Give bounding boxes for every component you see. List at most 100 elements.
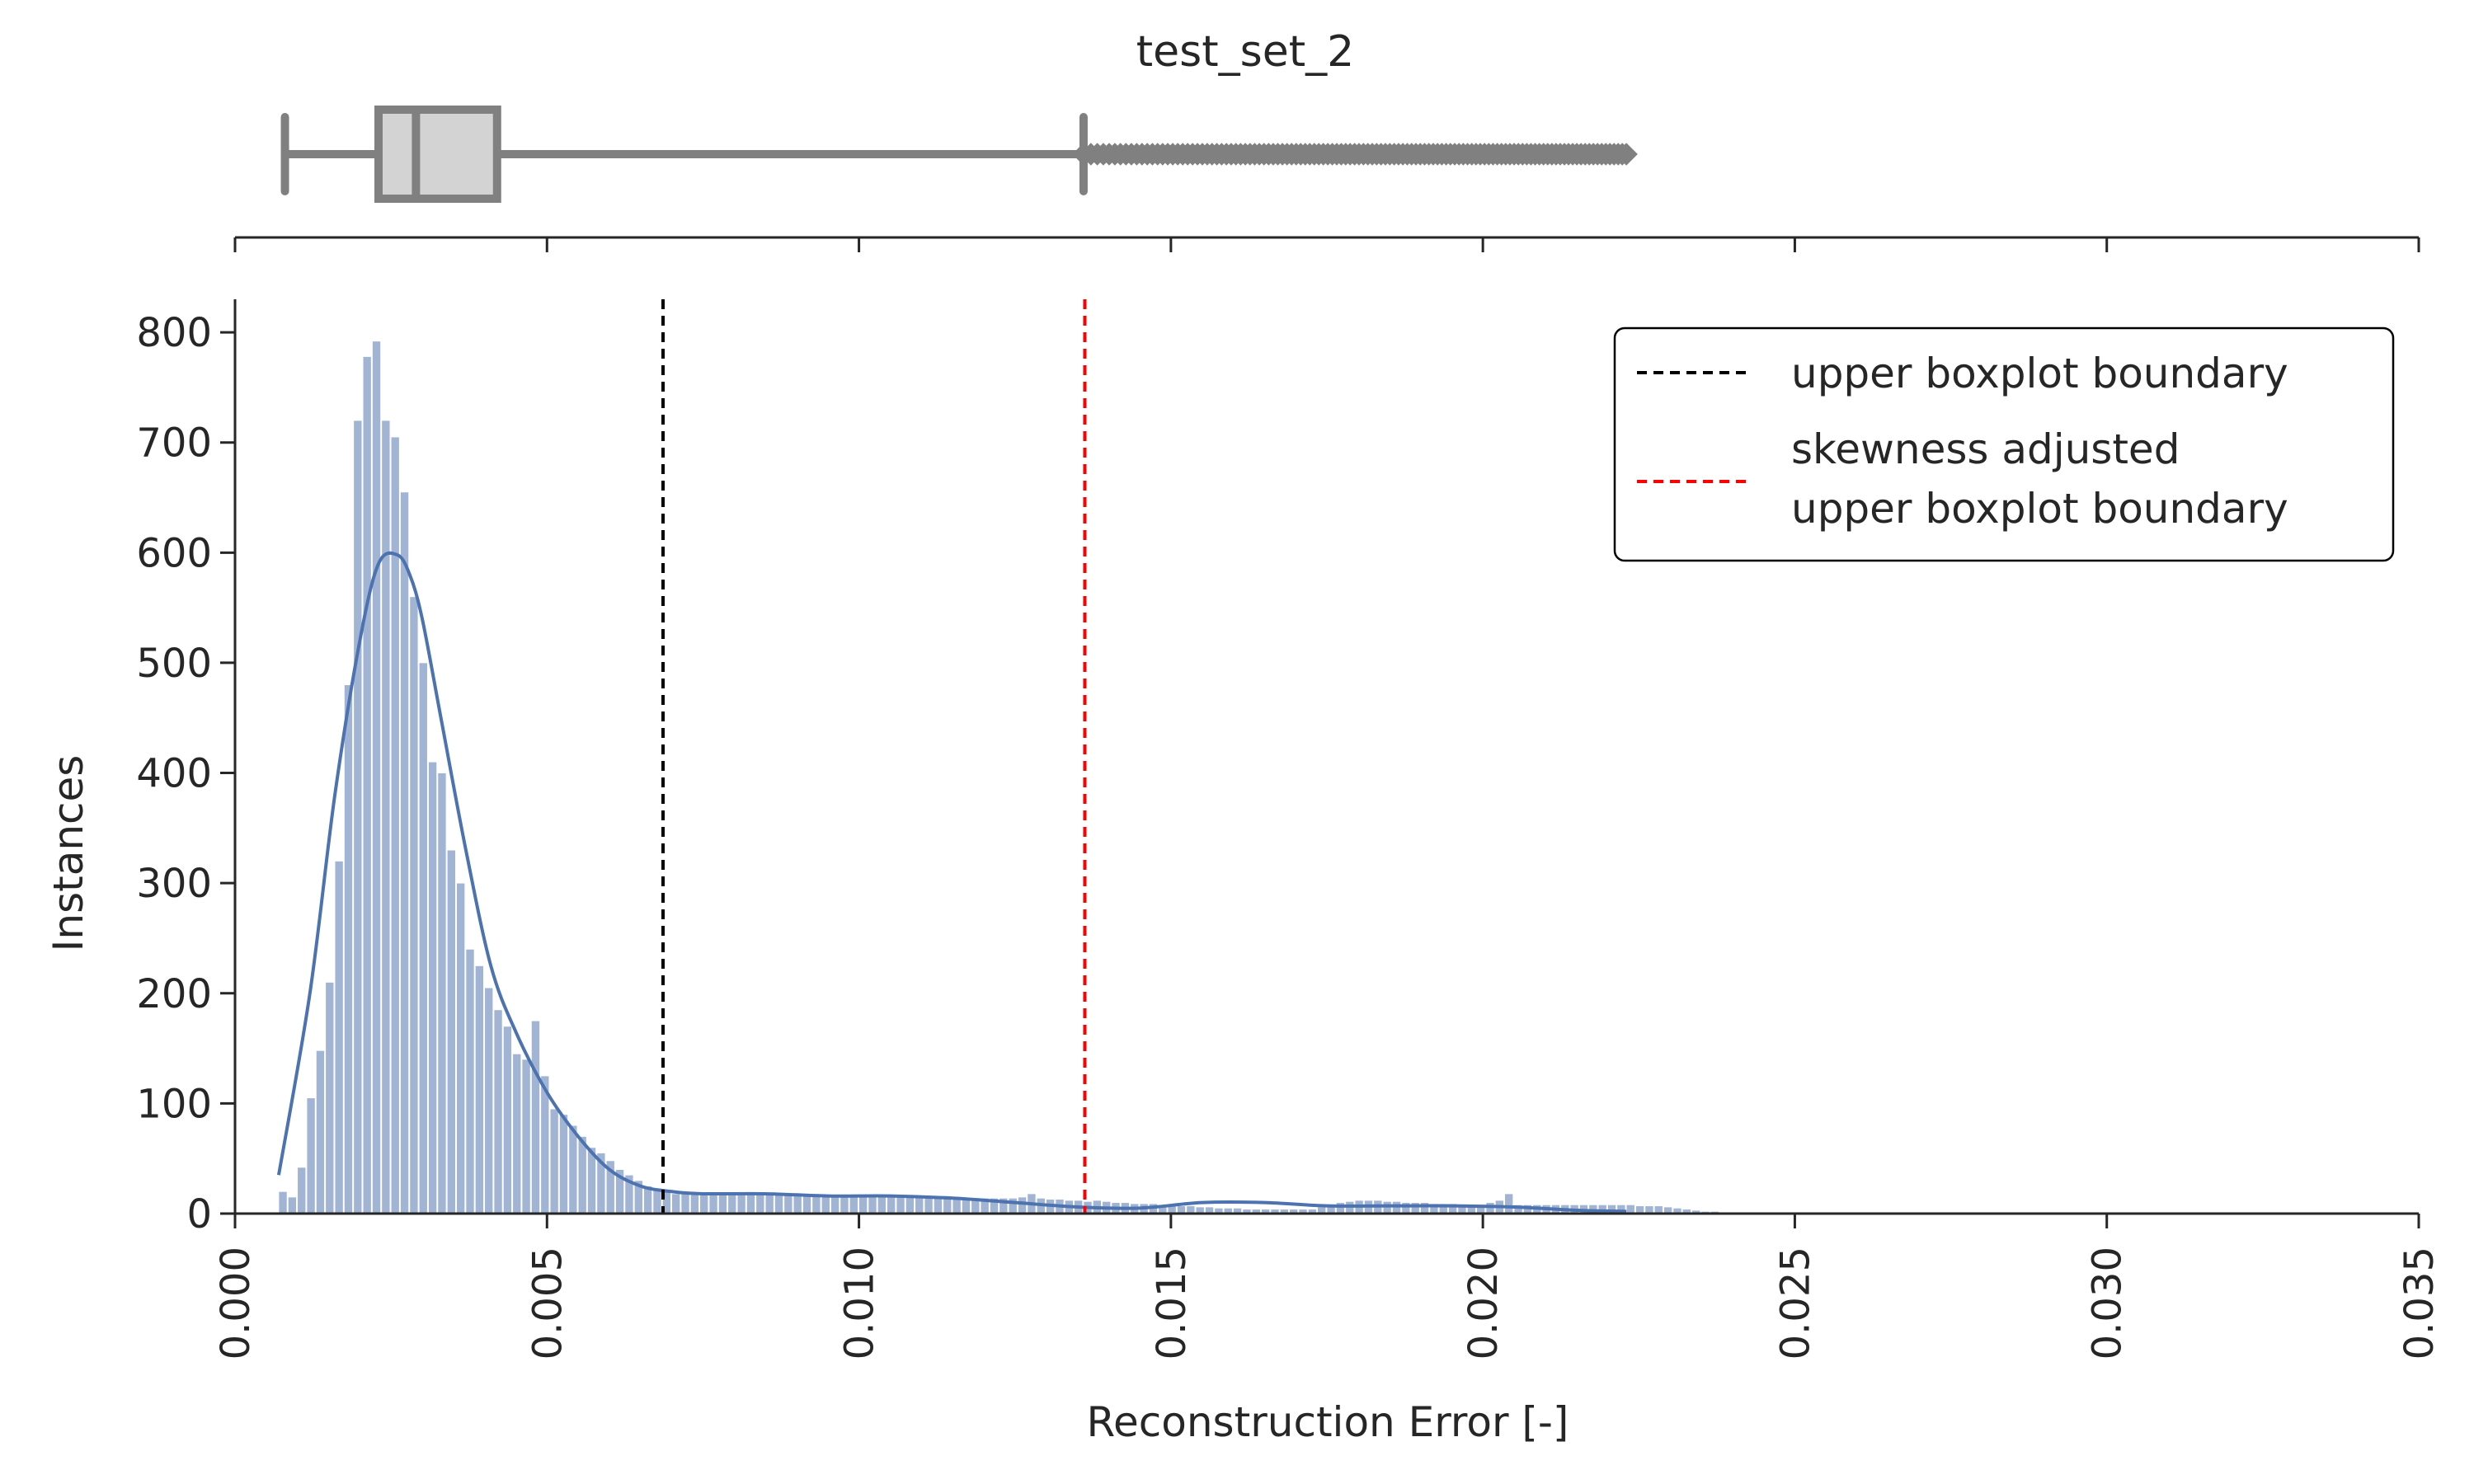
boxplot-x-axis [233, 236, 2420, 252]
histogram-bar [933, 1196, 943, 1214]
legend-label-skewness-line1: skewness adjusted [1791, 425, 2180, 473]
histogram-bar [727, 1193, 737, 1214]
boxplot [280, 106, 1638, 203]
histogram-bar [802, 1194, 812, 1214]
histogram-bar [456, 882, 466, 1214]
histogram-bar [811, 1194, 821, 1214]
histogram-bar [1625, 1204, 1635, 1214]
histogram-bar [905, 1196, 915, 1214]
y-tick-label: 0 [186, 1191, 212, 1237]
histogram-bar [1485, 1202, 1495, 1214]
histogram-bar [465, 948, 475, 1214]
histogram-bar [372, 340, 382, 1214]
histogram-bar [915, 1196, 924, 1214]
histogram-bar [868, 1195, 877, 1214]
histogram-bar [428, 761, 438, 1214]
histogram-bar [381, 420, 391, 1214]
histogram-bar [353, 420, 363, 1214]
histogram-bars [278, 340, 1738, 1214]
x-tick-label: 0.020 [1460, 1247, 1507, 1360]
histogram-bar [502, 1026, 512, 1214]
histogram-bar [689, 1193, 699, 1214]
histogram-bar [1008, 1197, 1018, 1214]
histogram-bar [858, 1195, 868, 1214]
histogram-bar [400, 491, 410, 1214]
boxplot-title: test_set_2 [1136, 27, 1354, 77]
histogram-bar [512, 1053, 522, 1214]
histogram-bar [343, 684, 353, 1214]
histogram-bar [530, 1020, 540, 1214]
x-tick-label: 0.000 [213, 1247, 259, 1360]
histogram-bar [783, 1193, 793, 1214]
histogram-panel: 0.000 0.005 0.010 0.015 0.020 0.025 0.030 0.035… [45, 299, 2443, 1446]
x-tick-label: 0.035 [2396, 1247, 2443, 1360]
boxplot-panel: test_set_2 [233, 27, 2420, 252]
histogram-bar [306, 1097, 316, 1214]
histogram-bar [418, 662, 428, 1214]
histogram-bar [493, 1009, 503, 1214]
y-tick-label: 600 [136, 530, 212, 576]
histogram-bar [559, 1114, 568, 1214]
histogram-bar [577, 1136, 587, 1214]
histogram-bar [652, 1189, 662, 1214]
x-axis: 0.000 0.005 0.010 0.015 0.020 0.025 0.030 0.035 [213, 1212, 2443, 1360]
histogram-bar [362, 356, 372, 1214]
histogram-bar [793, 1193, 802, 1214]
y-tick-label: 800 [136, 310, 212, 356]
y-tick-label: 100 [136, 1081, 212, 1127]
histogram-bar [568, 1125, 578, 1214]
x-tick-label: 0.010 [837, 1247, 883, 1360]
x-tick-label: 0.005 [524, 1247, 571, 1360]
histogram-bar [887, 1196, 896, 1214]
histogram-bar [736, 1193, 746, 1214]
y-axis: 0 100 200 300 400 500 600 700 800 [136, 299, 237, 1237]
x-tick-label: 0.025 [1772, 1247, 1818, 1360]
histogram-bar [699, 1193, 709, 1214]
histogram-bar [764, 1193, 774, 1214]
histogram-bar [745, 1193, 755, 1214]
histogram-bar [315, 1050, 325, 1214]
kde-line [276, 551, 1627, 1214]
x-axis-label: Reconstruction Error [-] [1087, 1398, 1569, 1446]
boundary-lines [661, 299, 1087, 1214]
histogram-bar [717, 1193, 727, 1214]
histogram-bar [680, 1193, 690, 1214]
x-tick-label: 0.030 [2085, 1247, 2131, 1360]
y-tick-label: 400 [136, 751, 212, 797]
histogram-bar [1335, 1202, 1345, 1214]
histogram-bar [484, 987, 494, 1214]
y-tick-label: 200 [136, 971, 212, 1017]
histogram-bar [755, 1193, 765, 1214]
histogram-bar [774, 1193, 783, 1214]
histogram-bar [1392, 1200, 1401, 1214]
box-iqr [374, 106, 501, 203]
histogram-bar [952, 1197, 962, 1214]
histogram-bar [297, 1167, 307, 1214]
histogram-bar [877, 1195, 887, 1214]
outlier-marker [1615, 143, 1638, 166]
histogram-bar [671, 1193, 681, 1214]
histogram-bar [334, 861, 344, 1214]
histogram-bar [849, 1195, 858, 1214]
histogram-bar [924, 1196, 934, 1214]
histogram-bar [1504, 1193, 1514, 1214]
histogram-bar [409, 596, 419, 1214]
histogram-bar [521, 1059, 531, 1214]
legend: upper boxplot boundary skewness adjusted… [1613, 326, 2395, 562]
histogram-bar [1018, 1196, 1028, 1214]
y-axis-label: Instances [45, 755, 92, 952]
histogram-bar [708, 1193, 718, 1214]
histogram-bar [325, 982, 335, 1214]
legend-label-upper-boundary: upper boxplot boundary [1791, 350, 2288, 397]
y-tick-label: 500 [136, 641, 212, 687]
histogram-bar [474, 965, 484, 1214]
histogram-bar [278, 1190, 288, 1214]
y-tick-label: 700 [136, 420, 212, 467]
x-tick-label: 0.015 [1149, 1247, 1195, 1360]
histogram-bar [437, 773, 447, 1214]
legend-label-skewness-line2: upper boxplot boundary [1791, 485, 2288, 533]
histogram-bar [446, 849, 456, 1214]
histogram-bar [287, 1196, 297, 1214]
